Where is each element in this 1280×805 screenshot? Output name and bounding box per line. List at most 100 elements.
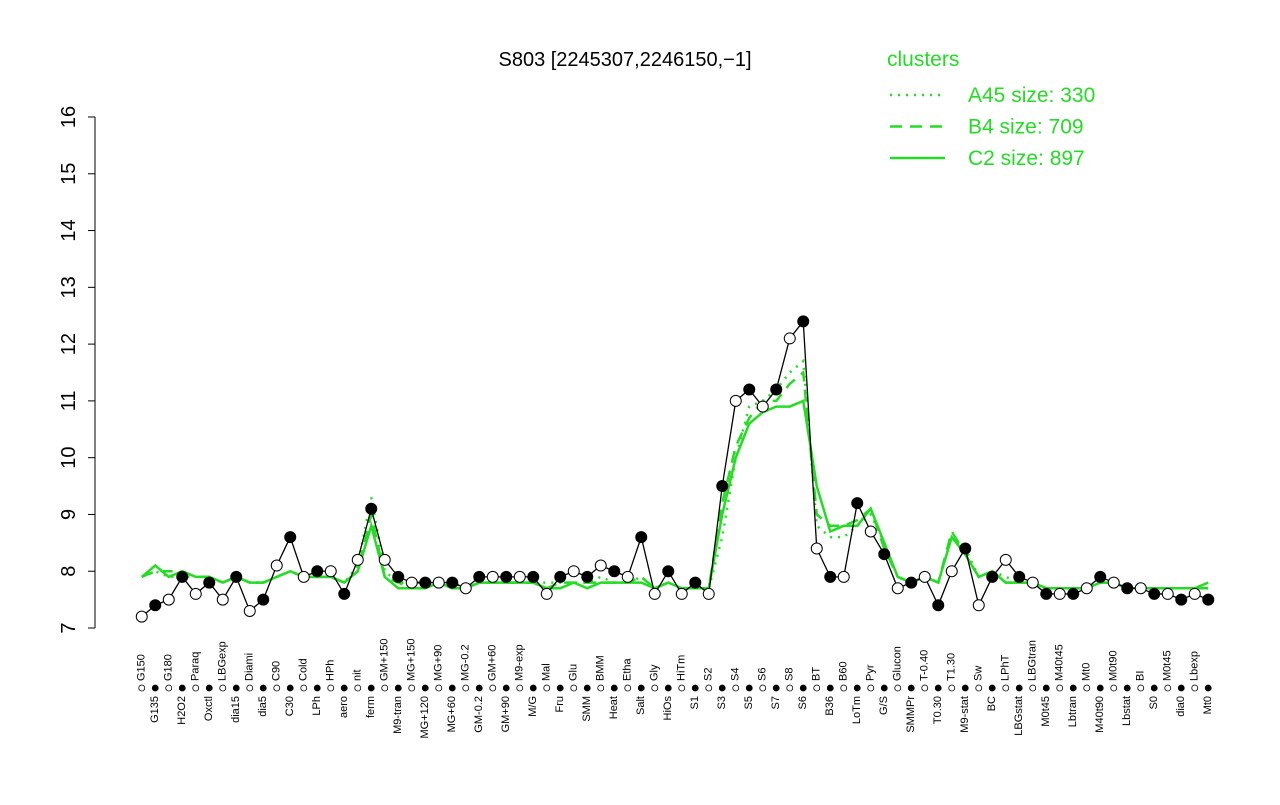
data-point	[1107, 576, 1120, 589]
category-dot	[988, 684, 996, 692]
data-point	[405, 576, 418, 589]
data-point	[851, 497, 864, 510]
data-point	[1134, 582, 1147, 595]
category-dot	[232, 684, 240, 692]
x-tick-label: LoTm	[851, 696, 863, 724]
category-dot	[529, 684, 537, 692]
data-point	[824, 570, 837, 583]
category-dot	[205, 684, 213, 692]
x-tick-label: LPh	[311, 696, 323, 716]
x-tick-label: HPh	[325, 660, 337, 681]
category-dot	[286, 684, 294, 692]
legend-title: clusters	[887, 48, 959, 71]
x-tick-label: ferm	[365, 696, 377, 718]
data-point	[1040, 587, 1053, 600]
category-dot	[705, 684, 713, 692]
x-tick-label: S5	[743, 696, 755, 709]
data-point	[527, 570, 540, 583]
data-point	[608, 565, 621, 578]
category-dot	[880, 684, 888, 692]
data-point	[1161, 587, 1174, 600]
data-point	[797, 315, 810, 328]
y-tick-label: 11	[58, 391, 80, 412]
x-tick-label: B60	[838, 661, 850, 681]
data-point	[540, 587, 553, 600]
category-dot	[1002, 684, 1010, 692]
x-tick-label: Mt0	[1202, 696, 1214, 714]
x-tick-label: S1	[689, 696, 701, 709]
x-tick-label: Diami	[244, 653, 256, 681]
x-tick-label: T1.30	[946, 653, 958, 681]
data-point	[149, 599, 162, 612]
category-dot	[732, 684, 740, 692]
data-point	[594, 559, 607, 572]
legend-label: A45 size: 330	[968, 84, 1095, 107]
data-point	[1202, 593, 1215, 606]
x-tick-label: GM+150	[379, 639, 391, 682]
x-tick-label: Oxctl	[203, 696, 215, 721]
x-tick-label: MG+150	[406, 639, 418, 682]
category-dot	[610, 684, 618, 692]
data-point	[1067, 587, 1080, 600]
data-point	[135, 610, 148, 623]
data-point	[1175, 593, 1188, 606]
x-tick-label: LPhT	[1000, 654, 1012, 681]
data-point	[1148, 587, 1161, 600]
data-point	[729, 394, 742, 407]
category-dot	[759, 684, 767, 692]
category-dot	[718, 684, 726, 692]
data-point	[959, 542, 972, 555]
data-point	[473, 570, 486, 583]
x-tick-label: S8	[784, 668, 796, 681]
data-point	[972, 599, 985, 612]
cluster-line	[141, 370, 1209, 590]
data-point	[932, 599, 945, 612]
category-dot	[786, 684, 794, 692]
category-dot	[556, 684, 564, 692]
x-tick-label: M0t45	[1162, 650, 1174, 681]
data-point	[716, 480, 729, 493]
category-dot	[1164, 684, 1172, 692]
data-point	[176, 570, 189, 583]
y-tick-label: 10	[58, 447, 80, 469]
category-dot	[799, 684, 807, 692]
category-dot	[1042, 684, 1050, 692]
data-point	[864, 525, 877, 538]
x-tick-label: Gly	[649, 664, 661, 681]
category-dot	[1056, 684, 1064, 692]
data-point	[662, 565, 675, 578]
data-point	[270, 559, 283, 572]
category-dot	[1096, 684, 1104, 692]
x-tick-label: dia0	[1175, 696, 1187, 717]
data-point	[1121, 582, 1134, 595]
category-dot	[907, 684, 915, 692]
data-point	[905, 576, 918, 589]
data-point	[635, 531, 648, 544]
data-point	[1188, 587, 1201, 600]
category-dot	[489, 684, 497, 692]
x-tick-label: BI	[1135, 671, 1147, 681]
data-point	[203, 576, 216, 589]
cluster-line	[140, 399, 1209, 590]
category-dot	[678, 684, 686, 692]
category-dot	[462, 684, 470, 692]
x-tick-label: MG-0.2	[460, 644, 472, 681]
x-tick-label: Cold	[298, 658, 310, 681]
data-point	[986, 570, 999, 583]
y-tick-label: 12	[58, 333, 80, 355]
data-point	[756, 400, 769, 413]
category-dot	[421, 684, 429, 692]
category-dot	[165, 684, 173, 692]
category-dot	[1083, 684, 1091, 692]
data-point	[945, 565, 958, 578]
category-dot	[259, 684, 267, 692]
category-dot	[151, 684, 159, 692]
data-point	[702, 587, 715, 600]
category-dot	[435, 684, 443, 692]
category-dot	[138, 684, 146, 692]
x-tick-label: G/S	[878, 696, 890, 715]
category-dot	[327, 684, 335, 692]
data-point	[486, 570, 499, 583]
x-tick-label: HiOs	[662, 696, 674, 721]
data-point	[567, 565, 580, 578]
